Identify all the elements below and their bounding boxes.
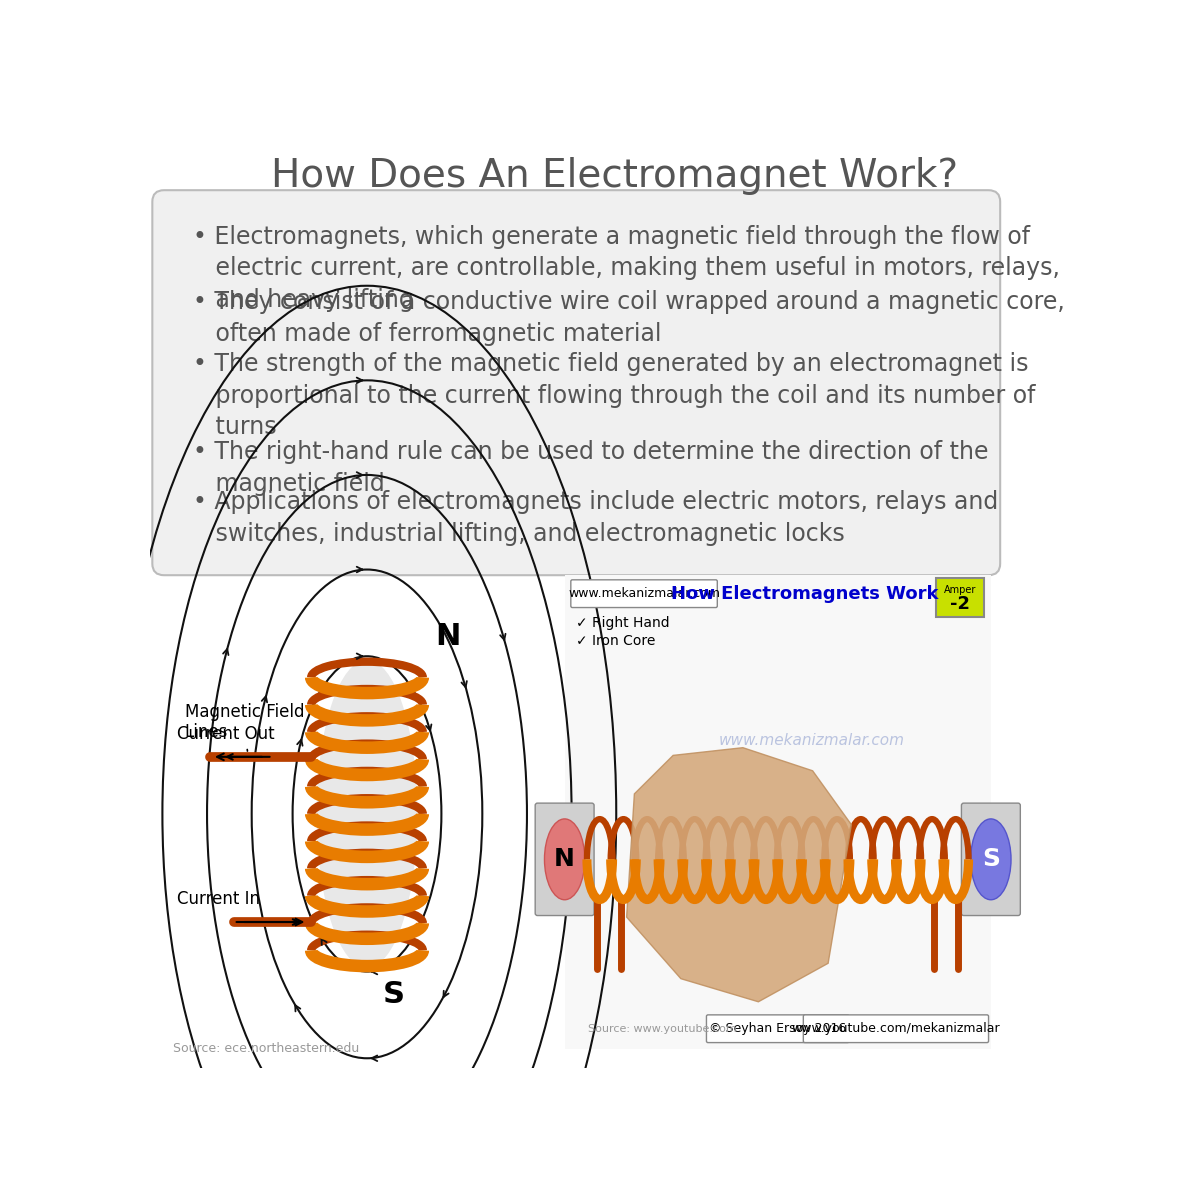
Text: • The strength of the magnetic field generated by an electromagnet is
   proport: • The strength of the magnetic field gen… xyxy=(193,352,1036,439)
FancyBboxPatch shape xyxy=(961,803,1020,916)
FancyBboxPatch shape xyxy=(707,1015,850,1043)
Text: Current In: Current In xyxy=(178,890,260,908)
Text: • Electromagnets, which generate a magnetic field through the flow of
   electri: • Electromagnets, which generate a magne… xyxy=(193,224,1060,312)
Text: © Seyhan Ersoy 2016: © Seyhan Ersoy 2016 xyxy=(709,1022,846,1036)
Text: Source: ece.northeastern.edu: Source: ece.northeastern.edu xyxy=(173,1043,360,1055)
Text: Current Out: Current Out xyxy=(178,725,275,743)
Text: S: S xyxy=(383,980,406,1009)
Text: www.mekanizmalar.com: www.mekanizmalar.com xyxy=(719,733,905,749)
FancyBboxPatch shape xyxy=(535,803,594,916)
FancyBboxPatch shape xyxy=(936,578,984,617)
Text: ✓ Iron Core: ✓ Iron Core xyxy=(576,634,655,648)
Text: • They consist of a conductive wire coil wrapped around a magnetic core,
   ofte: • They consist of a conductive wire coil… xyxy=(193,290,1064,346)
Text: How Electromagnets Work: How Electromagnets Work xyxy=(671,586,938,604)
FancyBboxPatch shape xyxy=(571,580,718,607)
Text: Amper: Amper xyxy=(943,584,976,595)
Ellipse shape xyxy=(971,818,1012,900)
Text: • The right-hand rule can be used to determine the direction of the
   magnetic : • The right-hand rule can be used to det… xyxy=(193,440,988,496)
Text: -2: -2 xyxy=(950,595,970,613)
Text: ✓ Right Hand: ✓ Right Hand xyxy=(576,616,670,630)
Text: www.mekanizmalar.com: www.mekanizmalar.com xyxy=(568,587,720,600)
Text: www.youtube.com/mekanizmalar: www.youtube.com/mekanizmalar xyxy=(791,1022,1000,1036)
Text: N: N xyxy=(436,623,461,652)
Text: N: N xyxy=(554,847,575,871)
Polygon shape xyxy=(626,748,851,1002)
FancyBboxPatch shape xyxy=(803,1015,989,1043)
FancyBboxPatch shape xyxy=(152,190,1000,575)
Ellipse shape xyxy=(317,660,418,968)
Text: S: S xyxy=(982,847,1000,871)
Ellipse shape xyxy=(545,818,584,900)
Text: How Does An Electromagnet Work?: How Does An Electromagnet Work? xyxy=(271,157,959,196)
FancyBboxPatch shape xyxy=(565,575,991,1049)
Text: • Applications of electromagnets include electric motors, relays and
   switches: • Applications of electromagnets include… xyxy=(193,491,998,546)
Text: Source: www.youtube.com: Source: www.youtube.com xyxy=(588,1024,737,1033)
Text: Magnetic Field
Lines: Magnetic Field Lines xyxy=(185,703,305,742)
